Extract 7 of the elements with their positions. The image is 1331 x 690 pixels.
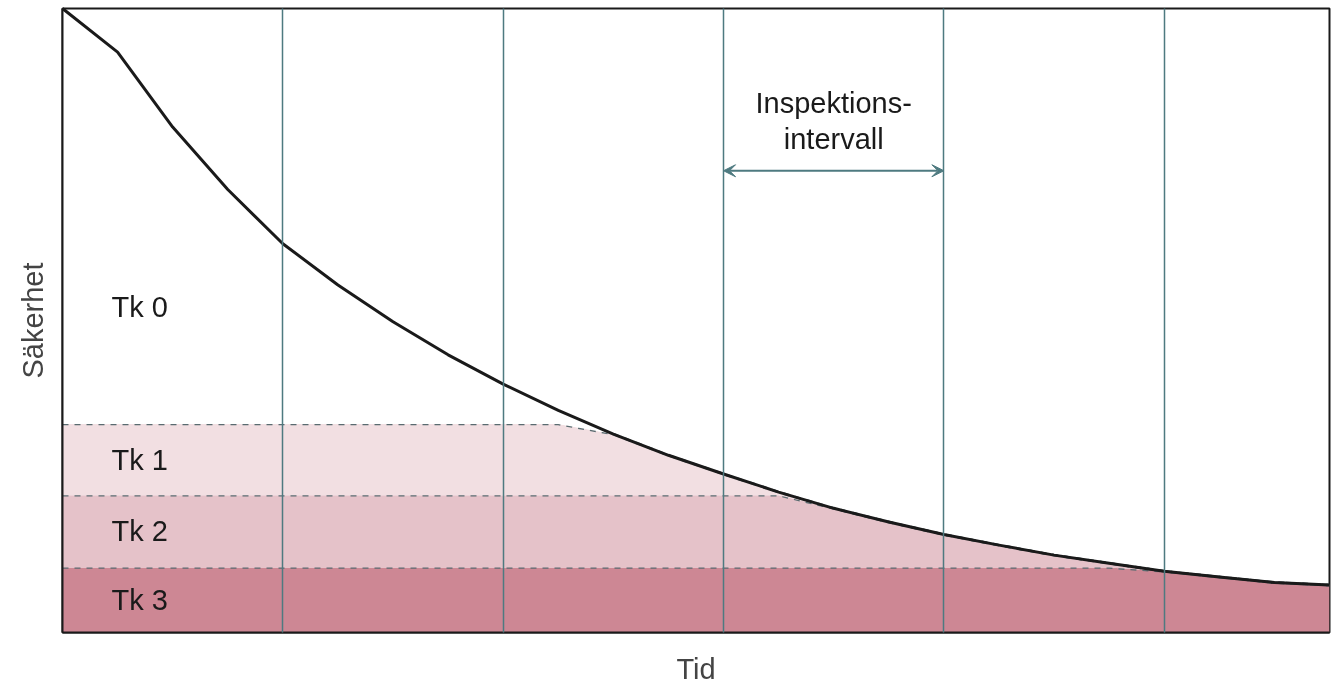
y-axis-title: Säkerhet [16,262,49,379]
series-label: Tk 1 [111,443,168,476]
series-label: Tk 2 [111,515,168,548]
series-label: Tk 0 [111,290,168,323]
series-label: Tk 3 [111,584,168,617]
annotation: Inspektions- intervall [755,86,912,155]
x-axis-title: Tid [676,652,716,685]
